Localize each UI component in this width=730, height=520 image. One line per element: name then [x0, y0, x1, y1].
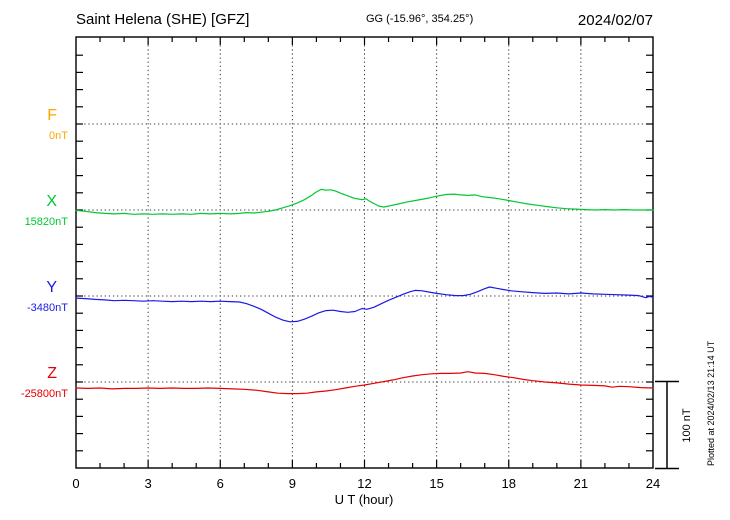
x-axis-label: U T (hour)	[335, 492, 394, 507]
channel-label-Y: Y	[46, 279, 57, 296]
plotted-at-caption: Plotted at 2024/02/13 21:14 UT	[706, 340, 716, 466]
trace-Y	[75, 286, 654, 323]
trace-Z	[75, 371, 654, 395]
geographic-coords: GG (-15.96°, 354.25°)	[366, 13, 473, 25]
x-tick-label: 12	[357, 476, 371, 491]
baseline-value-F: 0nT	[49, 130, 68, 142]
station-title: Saint Helena (SHE) [GFZ]	[76, 11, 249, 28]
scale-bar-label: 100 nT	[681, 408, 693, 443]
baseline-value-X: 15820nT	[25, 216, 69, 228]
x-tick-label: 6	[217, 476, 224, 491]
generated-layer: 0 3 6 9 12 15 18 21 24 F 0nT X 15820nT Y -3480nT Z -2580…	[21, 36, 679, 491]
x-tick-label: 3	[145, 476, 152, 491]
trace-X	[75, 188, 654, 215]
x-tick-label: 15	[429, 476, 443, 491]
baseline-value-Z: -25800nT	[21, 388, 68, 400]
x-tick-label: 9	[289, 476, 296, 491]
channel-label-F: F	[47, 107, 57, 124]
baseline-value-Y: -3480nT	[27, 302, 68, 314]
x-tick-label: 24	[646, 476, 660, 491]
plot-date: 2024/02/07	[578, 12, 653, 29]
x-tick-label: 21	[574, 476, 588, 491]
channel-label-X: X	[46, 193, 57, 210]
plot-frame	[75, 36, 654, 469]
channel-label-Z: Z	[47, 365, 57, 382]
x-tick-label: 18	[502, 476, 516, 491]
x-tick-label: 0	[72, 476, 79, 491]
